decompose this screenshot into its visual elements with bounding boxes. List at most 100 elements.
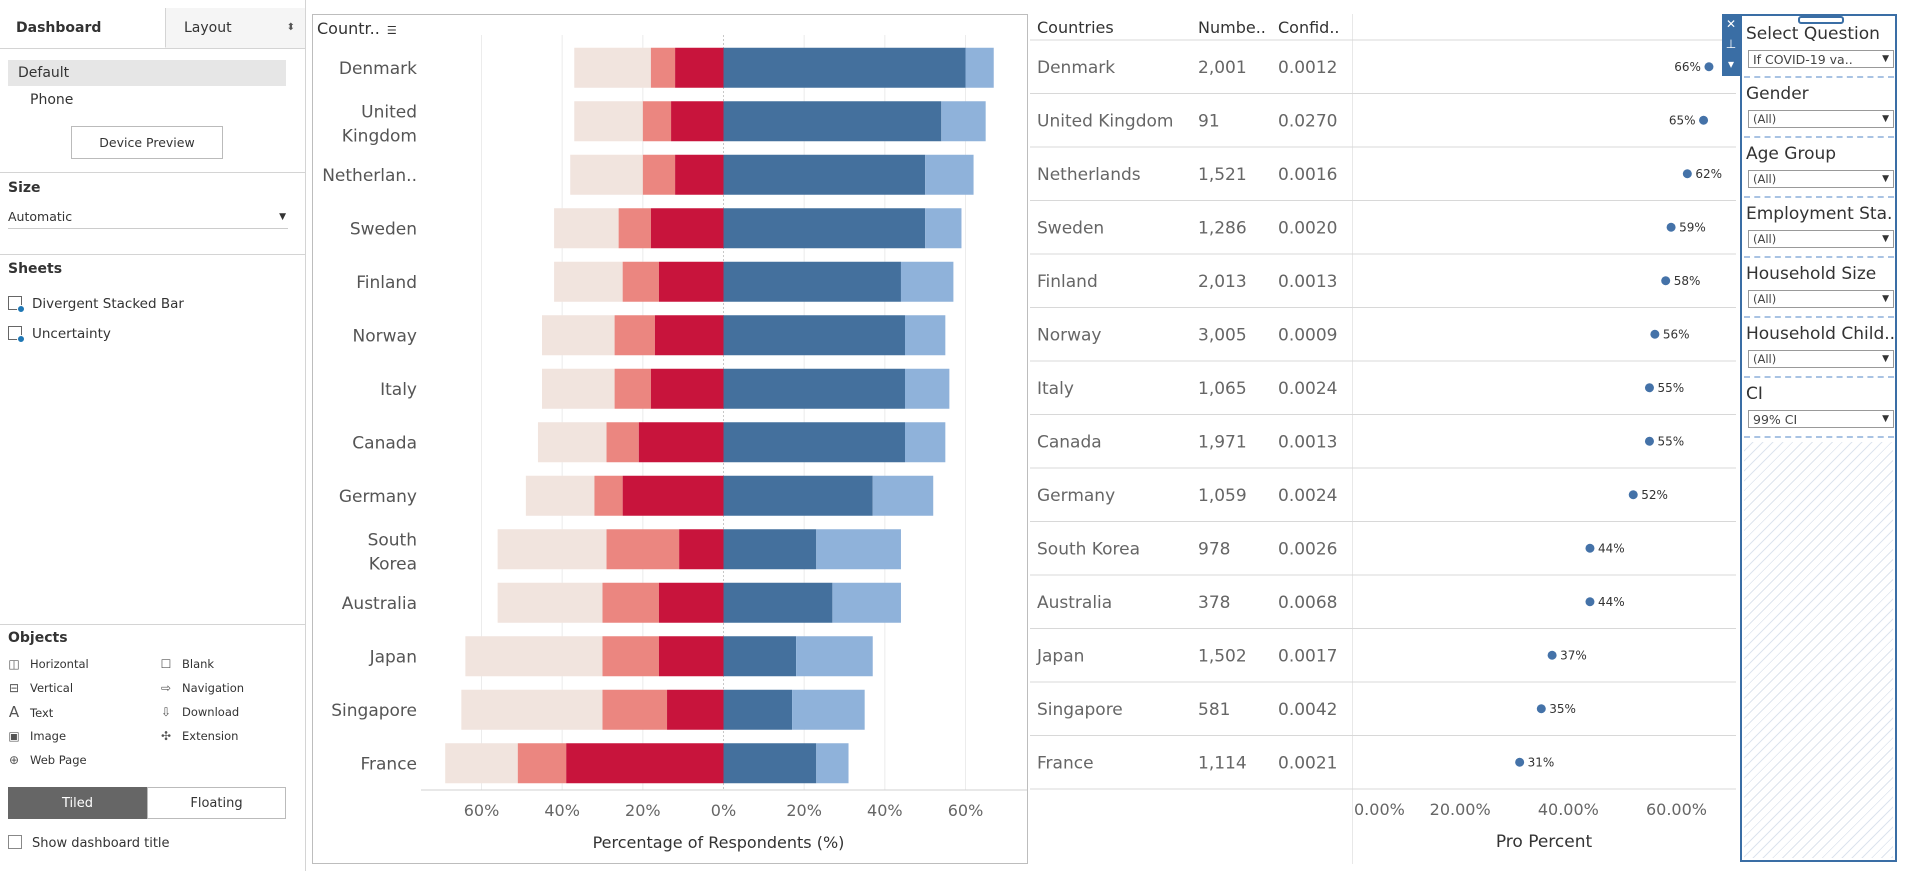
object-navigation[interactable]: ⇨ Navigation [160,679,244,697]
x-axis-label: Pro Percent [1496,832,1593,852]
data-label: 37% [1560,648,1587,662]
tick-label: 0% [711,801,736,820]
gender-select[interactable]: (All) ▼ [1748,110,1894,128]
question-select[interactable]: If COVID-19 va.. ▼ [1748,50,1894,68]
tab-layout-label: Layout [184,20,232,36]
container-toolbar: ✕ ⊥ ▾ [1722,14,1740,76]
bar-segment [723,582,833,623]
object-horizontal[interactable]: ◫ Horizontal [8,655,89,673]
bar-segment [925,208,962,249]
ci-select[interactable]: 99% CI ▼ [1748,410,1894,428]
age-group-select[interactable]: (All) ▼ [1748,170,1894,188]
show-title-checkbox[interactable] [8,835,22,849]
bar-segment [658,636,724,677]
dropdown-arrow-icon: ▼ [1882,174,1889,184]
category-label: Norway [353,326,418,346]
more-options-icon[interactable]: ▾ [1727,57,1735,71]
pane-tabs: Dashboard Layout ⬍ [0,8,305,49]
table-cell: 0.0026 [1278,539,1337,559]
bar-segment [614,368,651,409]
tick-label: 40.00% [1538,800,1599,819]
bar-segment [658,261,724,302]
table-cell: 1,286 [1198,218,1247,238]
table-cell: 1,114 [1198,753,1247,773]
tiled-button[interactable]: Tiled [8,787,147,819]
category-label: Denmark [339,59,417,79]
object-label: Blank [182,657,215,671]
sheet-divergent-stacked-bar[interactable]: Divergent Stacked Bar [8,294,184,314]
bar-segment [723,154,926,195]
bar-segment [941,101,986,142]
data-point [1699,115,1709,125]
tab-layout[interactable]: Layout ⬍ [166,8,305,48]
horizontal-container-icon: ◫ [8,657,20,671]
floating-button[interactable]: Floating [147,787,286,819]
household-children-select[interactable]: (All) ▼ [1748,350,1894,368]
bar-segment [792,689,865,730]
tick-label: 60% [464,801,500,820]
filter-separator [1744,256,1894,258]
bar-segment [654,315,724,356]
drag-handle[interactable] [1798,16,1844,24]
bar-segment [900,261,954,302]
object-vertical[interactable]: ⊟ Vertical [8,679,73,697]
divider [0,172,305,173]
close-icon[interactable]: ✕ [1725,17,1737,31]
data-label: 66% [1674,60,1701,74]
table-cell: 978 [1198,539,1230,559]
table-cell: 0.0068 [1278,593,1337,613]
data-label: 44% [1598,595,1625,609]
bar-segment [675,154,724,195]
device-preview-button[interactable]: Device Preview [71,126,223,159]
country-column-header[interactable]: Countr.. ☰ [317,19,397,38]
object-text[interactable]: A Text [8,703,53,721]
filter-separator [1744,436,1894,438]
object-blank[interactable]: ☐ Blank [160,655,214,673]
number-header[interactable]: Numbe.. [1198,18,1266,37]
household-size-select[interactable]: (All) ▼ [1748,290,1894,308]
table-cell: 0.0020 [1278,218,1337,238]
confidence-header[interactable]: Confid.. [1278,18,1340,37]
filter-title-ci: CI [1746,384,1763,404]
table-cell: Singapore [1037,700,1123,720]
filter-separator [1744,196,1894,198]
pro-percent-dot-plot: 66% 65% 62% 59% 58% 56% 55% 55% 52% 44% 44% 37% 35% 3… [1352,14,1736,864]
object-download[interactable]: ⇩ Download [160,703,239,721]
object-extension[interactable]: ✣ Extension [160,727,239,745]
tick-label: 60% [948,801,984,820]
employment-select[interactable]: (All) ▼ [1748,230,1894,248]
age-group-select-value: (All) [1753,172,1777,186]
show-title-label: Show dashboard title [32,836,170,851]
tab-dashboard[interactable]: Dashboard [0,8,166,48]
object-label: Web Page [30,753,87,767]
size-dropdown[interactable]: Automatic ▼ [8,206,288,229]
object-label: Image [30,729,67,743]
data-point [1585,543,1595,553]
data-point [1704,62,1714,72]
category-label: Sweden [350,219,417,239]
table-cell: 1,502 [1198,646,1247,666]
data-label: 35% [1549,702,1576,716]
object-image[interactable]: ▣ Image [8,727,66,745]
tick-label: 40% [544,801,580,820]
data-label: 31% [1528,755,1555,769]
show-title-checkbox-row[interactable]: Show dashboard title [8,835,170,851]
web-page-icon: ⊕ [8,753,20,767]
countries-header[interactable]: Countries [1037,18,1114,37]
dot-plot-chart: 66% 65% 62% 59% 58% 56% 55% 55% 52% 44% 44% 37% 35% 3… [1352,14,1736,864]
object-label: Horizontal [30,657,89,671]
divider [0,624,305,625]
sheet-uncertainty[interactable]: Uncertainty [8,324,111,344]
category-label: Kingdom [342,126,417,146]
object-web-page[interactable]: ⊕ Web Page [8,751,87,769]
bar-segment [816,529,901,570]
bar-segment [905,315,946,356]
device-default[interactable]: Default [8,60,286,86]
data-point [1682,169,1692,179]
table-cell: 0.0042 [1278,700,1337,720]
pin-icon[interactable]: ⊥ [1725,37,1737,51]
bar-segment [606,529,680,570]
sort-icon[interactable]: ☰ [386,24,397,37]
device-phone[interactable]: Phone [30,92,74,108]
table-cell: 581 [1198,700,1230,720]
